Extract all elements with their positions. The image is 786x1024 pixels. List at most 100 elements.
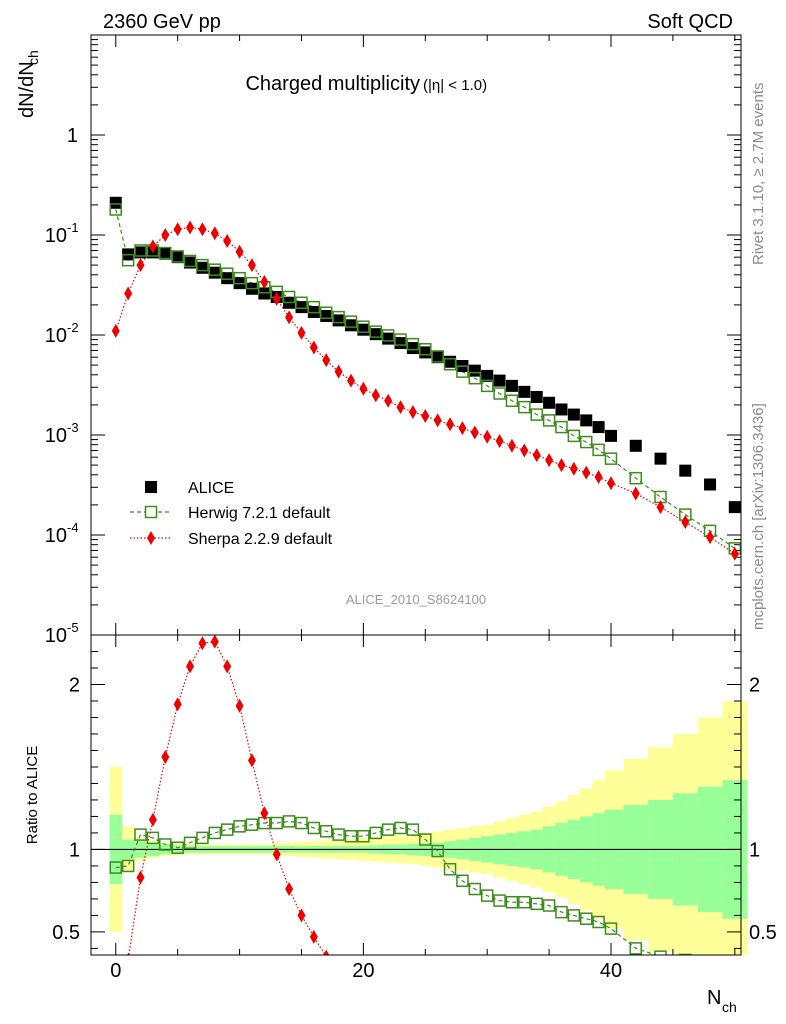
y-axis-title-sub: ch	[25, 50, 41, 65]
ratio-x-tick-label: 40	[600, 960, 622, 982]
herwig-point	[579, 435, 593, 449]
sherpa-ratio-point	[260, 806, 269, 821]
sherpa-ratio-point	[198, 636, 207, 651]
sherpa-point	[408, 404, 417, 419]
alice-point	[728, 501, 741, 514]
plot-title-eta-range: (|η| < 1.0)	[423, 77, 487, 94]
sherpa-ratio-point	[161, 750, 170, 765]
herwig-ratio-point	[443, 862, 457, 876]
sherpa-ratio-point	[148, 812, 157, 827]
alice-point	[406, 342, 419, 355]
sherpa-ratio-line	[128, 640, 326, 955]
alice-point	[171, 251, 184, 264]
sherpa-point	[223, 234, 232, 249]
herwig-ratio-point	[555, 905, 568, 919]
alice-point	[221, 272, 234, 285]
herwig-point	[406, 337, 420, 351]
alice-point	[159, 247, 172, 260]
main-y-tick-label-exponent: -1	[67, 220, 79, 235]
x-axis-title: N ch	[707, 987, 737, 1015]
herwig-ratio-point	[493, 894, 506, 907]
sherpa-ratio-point	[235, 698, 244, 713]
sherpa-point	[594, 470, 603, 485]
sherpa-ratio-point	[136, 870, 145, 885]
sherpa-point	[136, 258, 145, 273]
sherpa-point	[210, 226, 219, 241]
sherpa-point	[297, 325, 306, 340]
herwig-ratio-point	[332, 828, 345, 841]
herwig-ratio-point	[233, 820, 246, 833]
ratio-series-clipped	[109, 635, 692, 955]
herwig-point	[456, 365, 469, 378]
alice-point	[493, 374, 506, 387]
sherpa-point	[607, 476, 615, 491]
herwig-point	[295, 296, 308, 310]
herwig-point	[134, 244, 147, 257]
herwig-point	[443, 357, 457, 371]
alice-point	[505, 379, 518, 392]
herwig-point	[332, 310, 345, 324]
sherpa-point	[359, 381, 368, 396]
sherpa-point	[186, 220, 195, 235]
main-y-tick-label: 10 -2	[45, 320, 79, 347]
sherpa-point	[532, 448, 541, 463]
sherpa-point	[421, 408, 430, 423]
ratio-y-axis-title: Ratio to ALICE	[24, 746, 41, 844]
herwig-ratio-point	[208, 826, 222, 840]
main-y-tick-label: 10 -3	[45, 420, 79, 447]
herwig-point	[394, 333, 407, 346]
main-y-tick-label-mantissa: 10	[45, 325, 67, 347]
ratio-y-tick-label-left: 0.5	[52, 922, 80, 944]
herwig-point	[159, 246, 172, 260]
herwig-ratio-point	[629, 942, 643, 955]
herwig-point	[282, 290, 296, 304]
y-axis-title-main: dN/dN	[16, 61, 38, 118]
herwig-ratio-point	[518, 895, 531, 909]
herwig-ratio-point	[183, 836, 197, 850]
y-axis-title: dN/dN ch	[16, 50, 41, 118]
alice-point	[109, 196, 122, 209]
herwig-point	[604, 452, 618, 465]
herwig-point	[468, 371, 482, 385]
herwig-ratio-point	[431, 844, 444, 858]
main-y-tick-label-mantissa: 10	[45, 225, 67, 247]
herwig-point	[369, 325, 383, 338]
sherpa-point	[656, 500, 665, 515]
ratio-plot-frame	[90, 634, 742, 956]
herwig-point	[357, 320, 370, 333]
herwig-ratio-point	[456, 874, 469, 888]
sherpa-point	[371, 388, 380, 403]
legend: ALICE Herwig 7.2.1 default Sherpa 2.2.9 …	[130, 480, 333, 548]
sherpa-ratio-point	[285, 882, 294, 897]
herwig-ratio-point	[196, 831, 209, 845]
herwig-ratio-point	[369, 826, 383, 840]
sherpa-point	[322, 353, 331, 368]
herwig-ratio-point	[319, 825, 333, 838]
alice-point	[468, 364, 481, 377]
sherpa-point	[483, 429, 492, 444]
herwig-point	[431, 350, 444, 363]
main-y-tick-label: 10 -1	[45, 220, 79, 247]
herwig-point	[208, 263, 222, 276]
main-y-tick-label: 10 -5	[45, 620, 79, 647]
alice-point	[394, 337, 407, 350]
legend-marker-alice	[145, 481, 157, 493]
sherpa-point	[631, 486, 640, 501]
analysis-id-label: ALICE_2010_S8624100	[346, 592, 486, 607]
sherpa-point	[730, 546, 739, 561]
sherpa-point	[124, 286, 133, 301]
sherpa-point	[470, 425, 479, 440]
alice-point	[580, 414, 593, 427]
ratio-y-tick-label-left: 2	[69, 674, 80, 696]
legend-label-alice: ALICE	[188, 480, 234, 497]
herwig-point	[171, 250, 184, 263]
herwig-point	[592, 443, 605, 457]
herwig-point	[109, 203, 123, 216]
herwig-ratio-point	[357, 829, 370, 843]
herwig-ratio-point	[245, 818, 259, 831]
main-y-tick-label-exponent: -3	[67, 420, 79, 435]
legend-marker-sherpa	[147, 531, 155, 545]
legend-marker-herwig	[144, 505, 158, 519]
sherpa-point	[260, 274, 269, 289]
sherpa-point	[309, 340, 318, 355]
